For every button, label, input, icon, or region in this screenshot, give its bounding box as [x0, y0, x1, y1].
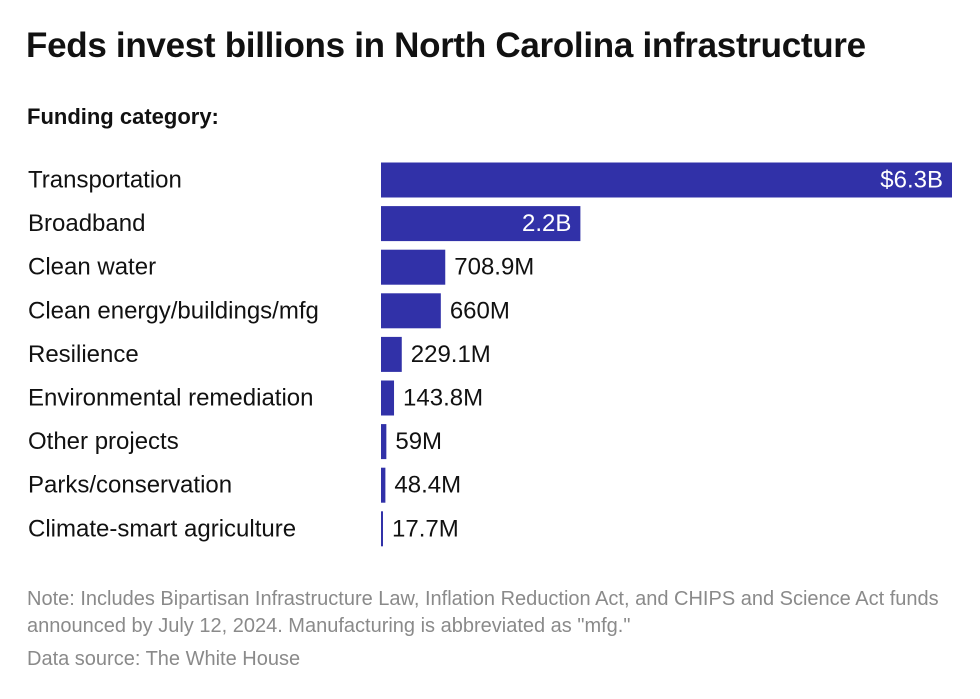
- category-label: Environmental remediation: [28, 385, 313, 412]
- category-label: Climate-smart agriculture: [28, 515, 296, 542]
- bar-value-label: 59M: [395, 428, 442, 455]
- category-label: Clean energy/buildings/mfg: [28, 297, 319, 324]
- bar-value-label: 229.1M: [411, 341, 491, 368]
- bar-value-label: 48.4M: [394, 472, 461, 499]
- bar-value-label: 17.7M: [392, 515, 459, 542]
- bar: [381, 206, 581, 242]
- category-label: Broadband: [28, 210, 145, 237]
- bar: [381, 336, 402, 372]
- bar-value-label: 708.9M: [454, 254, 534, 281]
- bar-value-label: 2.2B: [522, 210, 571, 237]
- bar-value-label: 660M: [450, 297, 510, 324]
- chart-title: Feds invest billions in North Carolina i…: [26, 26, 866, 65]
- category-label: Resilience: [28, 341, 139, 368]
- bar: [381, 249, 446, 285]
- bar-value-label: 143.8M: [403, 385, 483, 412]
- category-label: Parks/conservation: [28, 472, 232, 499]
- data-source: Data source: The White House: [27, 648, 301, 670]
- bar: [381, 162, 952, 198]
- footnote: Note: Includes Bipartisan Infrastructure…: [27, 588, 939, 637]
- bar-value-label: $6.3B: [880, 167, 943, 194]
- category-label: Clean water: [28, 254, 156, 281]
- category-label: Other projects: [28, 428, 179, 455]
- bar: [381, 380, 395, 416]
- chart-subtitle: Funding category:: [27, 104, 219, 129]
- bar: [381, 511, 383, 547]
- category-label: Transportation: [28, 167, 182, 194]
- bar: [381, 293, 441, 329]
- bar: [381, 467, 386, 503]
- bar-chart: Transportation $6.3B Broadband 2.2B Clean wa…: [28, 162, 952, 547]
- bar: [381, 424, 387, 460]
